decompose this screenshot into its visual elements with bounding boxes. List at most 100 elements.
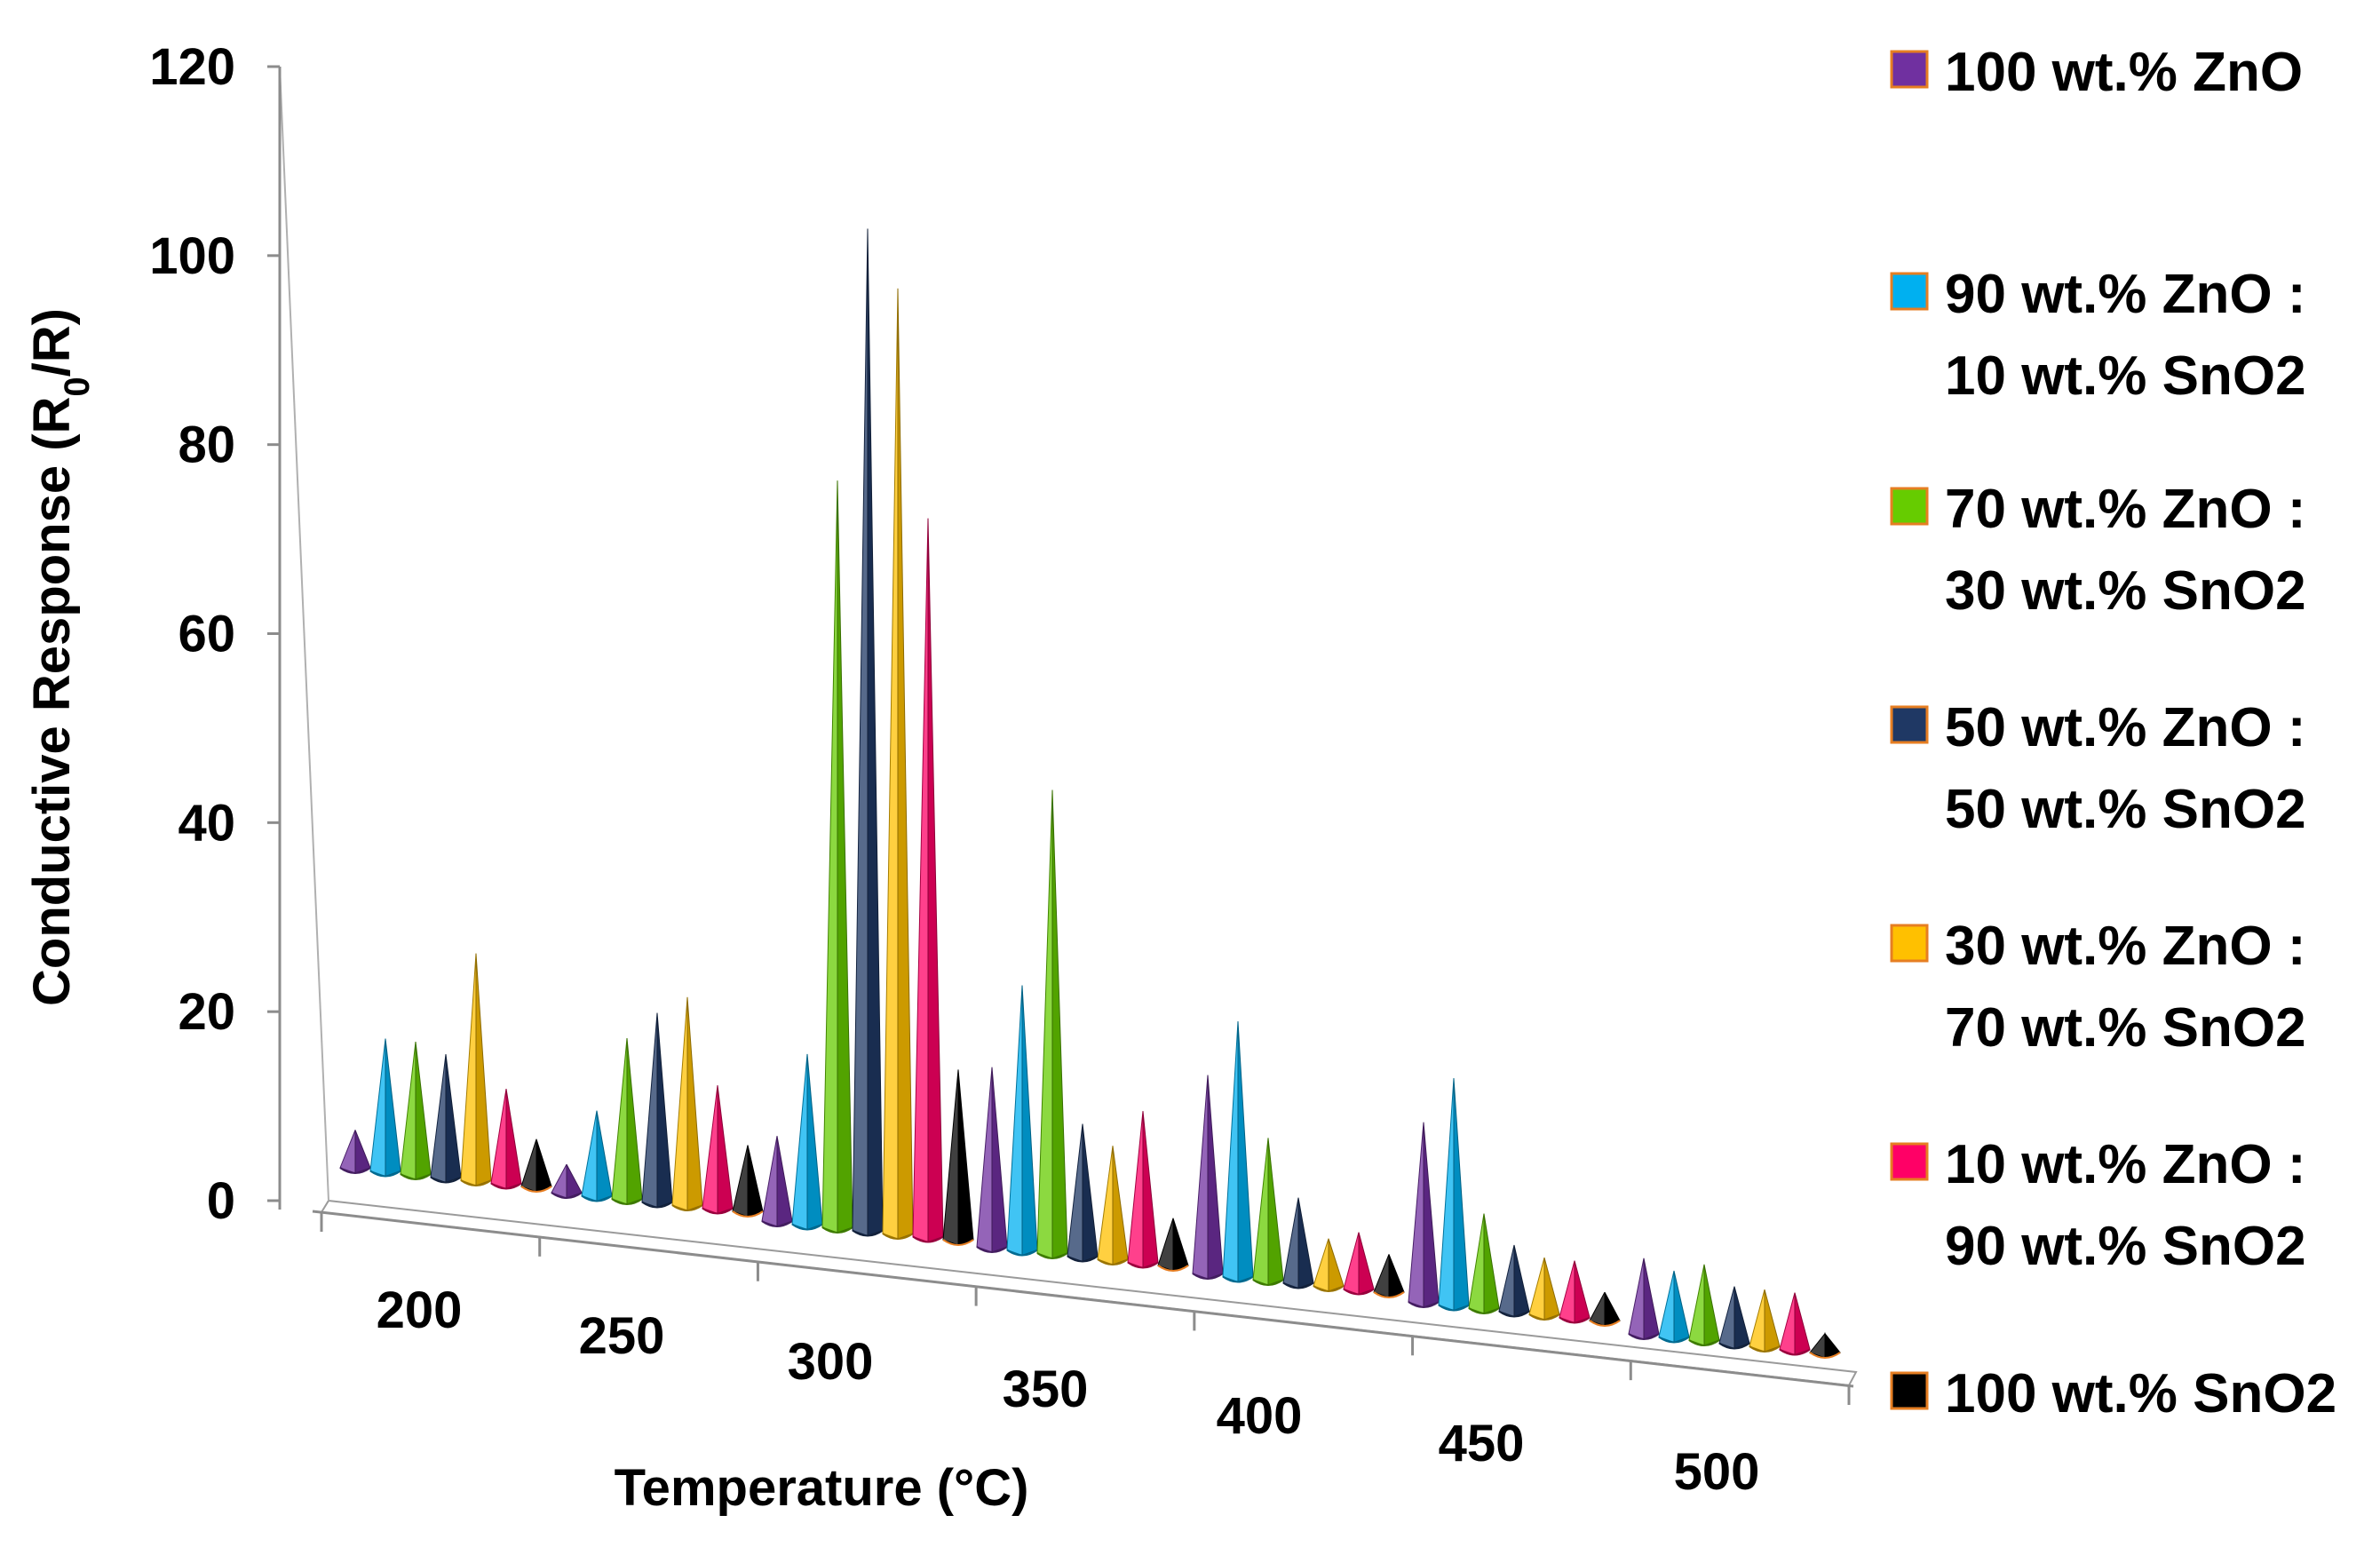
cone [1749,1289,1781,1353]
cone [1809,1332,1841,1359]
y-axis-title-main: Conductive Response (R [23,397,81,1006]
cone-face-left [671,996,688,1211]
cone-face-right [686,996,703,1211]
legend-label: 30 wt.% ZnO : [1945,916,2305,977]
cone-base-edge [1067,1255,1099,1263]
cone-face-right [1358,1232,1375,1296]
cone [1252,1138,1284,1286]
cone-face-right [1172,1218,1189,1272]
cone-base-edge [490,1182,522,1190]
axis-labels: 0 20 40 60 80 100 120 200 250 300 350 400 450 500 Temp… [23,38,1759,1517]
cone-face-left [1589,1291,1606,1327]
cone-face-left [1438,1078,1455,1312]
cone-base-edge [1282,1281,1314,1289]
cone-face-right [415,1041,432,1180]
cone-face-left [460,953,477,1186]
cone-face-right [806,1053,823,1231]
cone-face-right [1112,1146,1129,1265]
cone [1589,1291,1621,1327]
cone-face-right [1388,1254,1405,1298]
cone-base-edge [1559,1316,1591,1324]
cone [976,1067,1008,1253]
cone-face-left [520,1138,537,1193]
cone-face-right [656,1012,673,1209]
legend-label: 100 wt.% SnO2 [1945,1363,2336,1424]
cone-base-edge [1628,1333,1660,1340]
cone-face-right [1237,1021,1254,1283]
y-tick-label: 100 [149,227,235,285]
cone-base-edge [1468,1307,1500,1314]
cone-face-right [1051,789,1068,1259]
cone-face-right [776,1136,793,1227]
cone-base-edge [702,1207,734,1215]
cone [369,1038,401,1178]
cone-base-edge [551,1192,583,1199]
legend-swatch [1890,50,1929,89]
cone-base-edge [1718,1342,1750,1350]
cone-face-left [1779,1292,1796,1356]
axes [267,65,1858,1405]
cone [641,1012,673,1209]
legend-swatch [1890,487,1929,526]
legend: 100 wt.% ZnO 90 wt.% ZnO : 10 wt.% SnO2 70 … [1890,42,2336,1424]
cone-base-edge [1749,1345,1781,1353]
cone-face-left [1006,985,1023,1257]
cone-face-right [1423,1122,1440,1308]
cone-base-edge [1528,1313,1560,1321]
cone-face-right [1267,1138,1284,1286]
cone-base-edge [761,1220,793,1227]
legend-label: 70 wt.% SnO2 [1945,997,2306,1059]
legend-label: 90 wt.% ZnO : [1945,264,2305,325]
cone-base-edge [430,1176,462,1184]
cone-base-edge [611,1198,643,1205]
cone-face-left [611,1038,628,1205]
cone [611,1038,643,1205]
cone-face-right [1543,1257,1560,1321]
cone [702,1085,734,1215]
cone-face-left [369,1038,386,1178]
legend-label: 70 wt.% ZnO : [1945,479,2305,540]
x-axis-line [312,1210,1854,1388]
cone-base-edge [791,1223,823,1231]
cone [1559,1260,1591,1324]
cone-face-left [1222,1021,1239,1283]
y-tick-label: 20 [178,983,235,1041]
cone-base-edge [1589,1320,1621,1327]
legend-swatch [1890,924,1929,963]
y-tick-label: 80 [178,416,235,474]
cone-face-right [1297,1197,1314,1289]
cone-face-left [791,1053,808,1231]
cone-face-right [1764,1289,1781,1353]
legend-swatch [1890,1142,1929,1181]
cone-base-edge [1097,1258,1129,1265]
x-axis-title: Temperature (°C) [615,1459,1029,1517]
cone-face-left [1559,1260,1575,1324]
cone-face-left [430,1054,447,1184]
y-tick-label: 60 [178,606,235,663]
cone-base-edge [732,1210,764,1218]
cone [1438,1078,1470,1312]
cone [732,1145,764,1218]
cone-face-right [837,480,853,1234]
cone [791,1053,823,1231]
cone [581,1110,613,1202]
cone-face-left [641,1012,658,1209]
cone [1498,1244,1530,1318]
cone-base-edge [1192,1273,1224,1280]
cone-face-left [490,1089,507,1190]
cone-base-edge [1313,1285,1345,1292]
cone [490,1089,522,1190]
cone-base-edge [882,1233,914,1240]
cone [761,1136,793,1227]
cone-face-right [626,1038,643,1205]
cone-face-right [475,953,492,1186]
cone-face-right [1082,1123,1099,1263]
cone-base-edge [1252,1279,1284,1286]
legend-entry: 70 wt.% ZnO : 30 wt.% SnO2 [1890,479,2306,622]
cone-face-left [1282,1197,1299,1289]
cone [400,1041,432,1180]
cone-face-left [1749,1289,1765,1353]
cone-face-right [991,1067,1008,1253]
legend-label: 10 wt.% ZnO : [1945,1134,2305,1195]
legend-entry: 50 wt.% ZnO : 50 wt.% SnO2 [1890,697,2306,840]
